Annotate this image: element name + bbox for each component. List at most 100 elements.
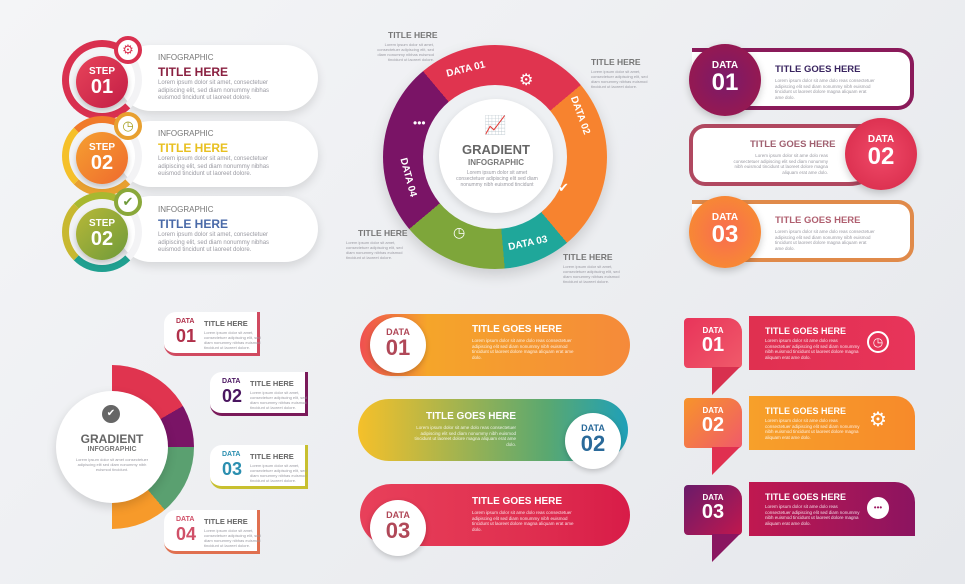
ribbon-title: TITLE GOES HERE bbox=[426, 411, 517, 422]
branch-card: DATA 01 TITLE HERE Lorem ipsum dolor sit am… bbox=[164, 312, 261, 356]
ribbon-disc: DATA 03 bbox=[370, 500, 426, 556]
clock-icon: ◷ bbox=[453, 224, 466, 240]
badge-description: Lorem ipsum dolor sit ame dolo reas cons… bbox=[775, 229, 875, 251]
step-description: Lorem ipsum dolor sit amet, consectetuer… bbox=[158, 156, 270, 177]
branch-card: DATA 03 TITLE HERE Lorem ipsum dolor sit am… bbox=[210, 445, 308, 489]
step-kicker: INFOGRAPHIC bbox=[158, 53, 214, 62]
lightbulb-check-icon: ✔ bbox=[102, 405, 120, 423]
badge-data-label: DATA bbox=[711, 60, 739, 71]
gear-icon: ⚙ bbox=[114, 36, 142, 64]
callout-text: Lorem ipsum dolor sit amet, consectetuer… bbox=[377, 42, 434, 62]
ribbon-number: 03 bbox=[385, 518, 411, 543]
callout-text: Lorem ipsum dolor sit amet, consectetuer… bbox=[346, 240, 403, 260]
step-number: 01 bbox=[90, 76, 114, 98]
gear-icon: ⚙ bbox=[519, 72, 534, 89]
step-title: TITLE HERE bbox=[158, 217, 229, 231]
callout-text: Lorem ipsum dolor sit amet, consectetuer… bbox=[563, 264, 620, 284]
branch-number: 03 bbox=[222, 459, 243, 479]
ribbon-description: Lorem ipsum dolor sit ame dolo reas cons… bbox=[472, 510, 574, 532]
chat-icon: ••• bbox=[413, 116, 426, 130]
step-badge: STEP 02 bbox=[76, 208, 128, 260]
tag-data-label: DATA bbox=[702, 326, 724, 335]
badge-description: Lorem ipsum dolor sit ame dolo reas cons… bbox=[733, 153, 828, 175]
step-kicker: INFOGRAPHIC bbox=[158, 129, 214, 138]
tag-data-label: DATA bbox=[702, 493, 724, 502]
badge-number: 03 bbox=[711, 221, 739, 248]
branch-card: DATA 04 TITLE HERE Lorem ipsum dolor sit am… bbox=[164, 510, 261, 554]
badge-data-label: DATA bbox=[711, 212, 739, 223]
cycle-description: Lorem ipsum dolor sit amet consectetuer … bbox=[456, 170, 538, 188]
cycle-title: GRADIENT bbox=[462, 142, 530, 157]
badge-circle: DATA 01 bbox=[689, 44, 761, 116]
branch-description: Lorem ipsum dolor sit amet consectetuer … bbox=[75, 457, 149, 472]
cycle-center bbox=[439, 99, 553, 213]
ribbon-data-label: DATA bbox=[581, 423, 605, 433]
badge-data-label: DATA bbox=[867, 134, 895, 145]
chat-icon: ••• bbox=[867, 497, 889, 519]
callout-title: TITLE HERE bbox=[358, 228, 408, 238]
tag-pointer bbox=[712, 447, 740, 475]
badge-description: Lorem ipsum dolor sit ame dolo reas cons… bbox=[775, 78, 875, 100]
branch-number: 04 bbox=[176, 524, 197, 544]
gear-icon: ⚙ bbox=[869, 409, 887, 431]
branch-item-title: TITLE HERE bbox=[204, 517, 248, 526]
callout-title: TITLE HERE bbox=[388, 30, 438, 40]
step-label: STEP bbox=[88, 142, 116, 153]
callout-text: Lorem ipsum dolor sit amet, consectetuer… bbox=[591, 69, 648, 89]
step-label: STEP bbox=[88, 66, 116, 77]
step-ring bbox=[62, 192, 142, 272]
badge-title: TITLE GOES HERE bbox=[750, 139, 836, 150]
branch-item-text: Lorem ipsum dolor sit amet, consectetuer… bbox=[250, 463, 307, 483]
branch-item-text: Lorem ipsum dolor sit amet, consectetuer… bbox=[204, 330, 261, 350]
ribbon-number: 01 bbox=[385, 335, 411, 360]
tag-description: Lorem ipsum dolor sit ame dolo reas cons… bbox=[765, 504, 860, 526]
step-label: STEP bbox=[88, 218, 116, 229]
lightbulb-check-icon: ✔ bbox=[114, 188, 142, 216]
tag-banner: TITLE GOES HERE Lorem ipsum dolor sit ame… bbox=[749, 396, 915, 450]
ribbon-number: 02 bbox=[580, 431, 606, 456]
tag-label: DATA 01 bbox=[684, 318, 742, 368]
callout-title: TITLE HERE bbox=[563, 252, 613, 262]
tag-label: DATA 02 bbox=[684, 398, 742, 448]
badge-circle: DATA 03 bbox=[689, 196, 761, 268]
tag-number: 03 bbox=[701, 501, 725, 523]
ribbon-data-label: DATA bbox=[386, 510, 410, 520]
clock-icon: ◷ bbox=[867, 331, 889, 353]
step-description: Lorem ipsum dolor sit amet, consectetuer… bbox=[158, 80, 270, 101]
tag-description: Lorem ipsum dolor sit ame dolo reas cons… bbox=[765, 418, 860, 440]
branch-data-label: DATA bbox=[222, 378, 241, 385]
tag-title: TITLE GOES HERE bbox=[765, 326, 847, 336]
step-number: 02 bbox=[90, 228, 114, 250]
badge-number: 01 bbox=[711, 69, 739, 96]
ribbon-description: Lorem ipsum dolor sit ame dolo reas cons… bbox=[472, 338, 574, 360]
step-card bbox=[118, 121, 318, 187]
branch-item-title: TITLE HERE bbox=[204, 319, 248, 328]
branch-subtitle: INFOGRAPHIC bbox=[87, 446, 137, 453]
ribbon-title: TITLE GOES HERE bbox=[472, 496, 563, 507]
tag-title: TITLE GOES HERE bbox=[765, 406, 847, 416]
step-title: TITLE HERE bbox=[158, 65, 229, 79]
tag-number: 02 bbox=[701, 414, 725, 436]
badge-number: 02 bbox=[867, 143, 895, 170]
clock-icon: ◷ bbox=[114, 112, 142, 140]
branch-item-text: Lorem ipsum dolor sit amet, consectetuer… bbox=[250, 390, 307, 410]
lightbulb-check-icon: ✔ bbox=[558, 180, 569, 195]
tag-label: DATA 03 bbox=[684, 485, 742, 535]
tag-pointer bbox=[712, 367, 740, 395]
badge-title: TITLE GOES HERE bbox=[775, 64, 861, 75]
cycle-subtitle: INFOGRAPHIC bbox=[468, 158, 524, 167]
step-badge: STEP 01 bbox=[76, 56, 128, 108]
tag-data-label: DATA bbox=[702, 406, 724, 415]
branch-number: 02 bbox=[222, 386, 243, 406]
tag-banner: TITLE GOES HERE Lorem ipsum dolor sit ame… bbox=[749, 316, 915, 370]
step-badge: STEP 02 bbox=[76, 132, 128, 184]
ribbon-description: Lorem ipsum dolor sit ame dolo reas cons… bbox=[414, 425, 516, 447]
branch-item-text: Lorem ipsum dolor sit amet, consectetuer… bbox=[204, 528, 261, 548]
badge-title: TITLE GOES HERE bbox=[775, 215, 861, 226]
ribbon-title: TITLE GOES HERE bbox=[472, 324, 563, 335]
ribbon-disc: DATA 02 bbox=[565, 413, 621, 469]
step-number: 02 bbox=[90, 152, 114, 174]
branch-number: 01 bbox=[176, 326, 197, 346]
tag-banner: TITLE GOES HERE Lorem ipsum dolor sit ame… bbox=[749, 482, 915, 536]
badge-circle: DATA 02 bbox=[845, 118, 917, 190]
